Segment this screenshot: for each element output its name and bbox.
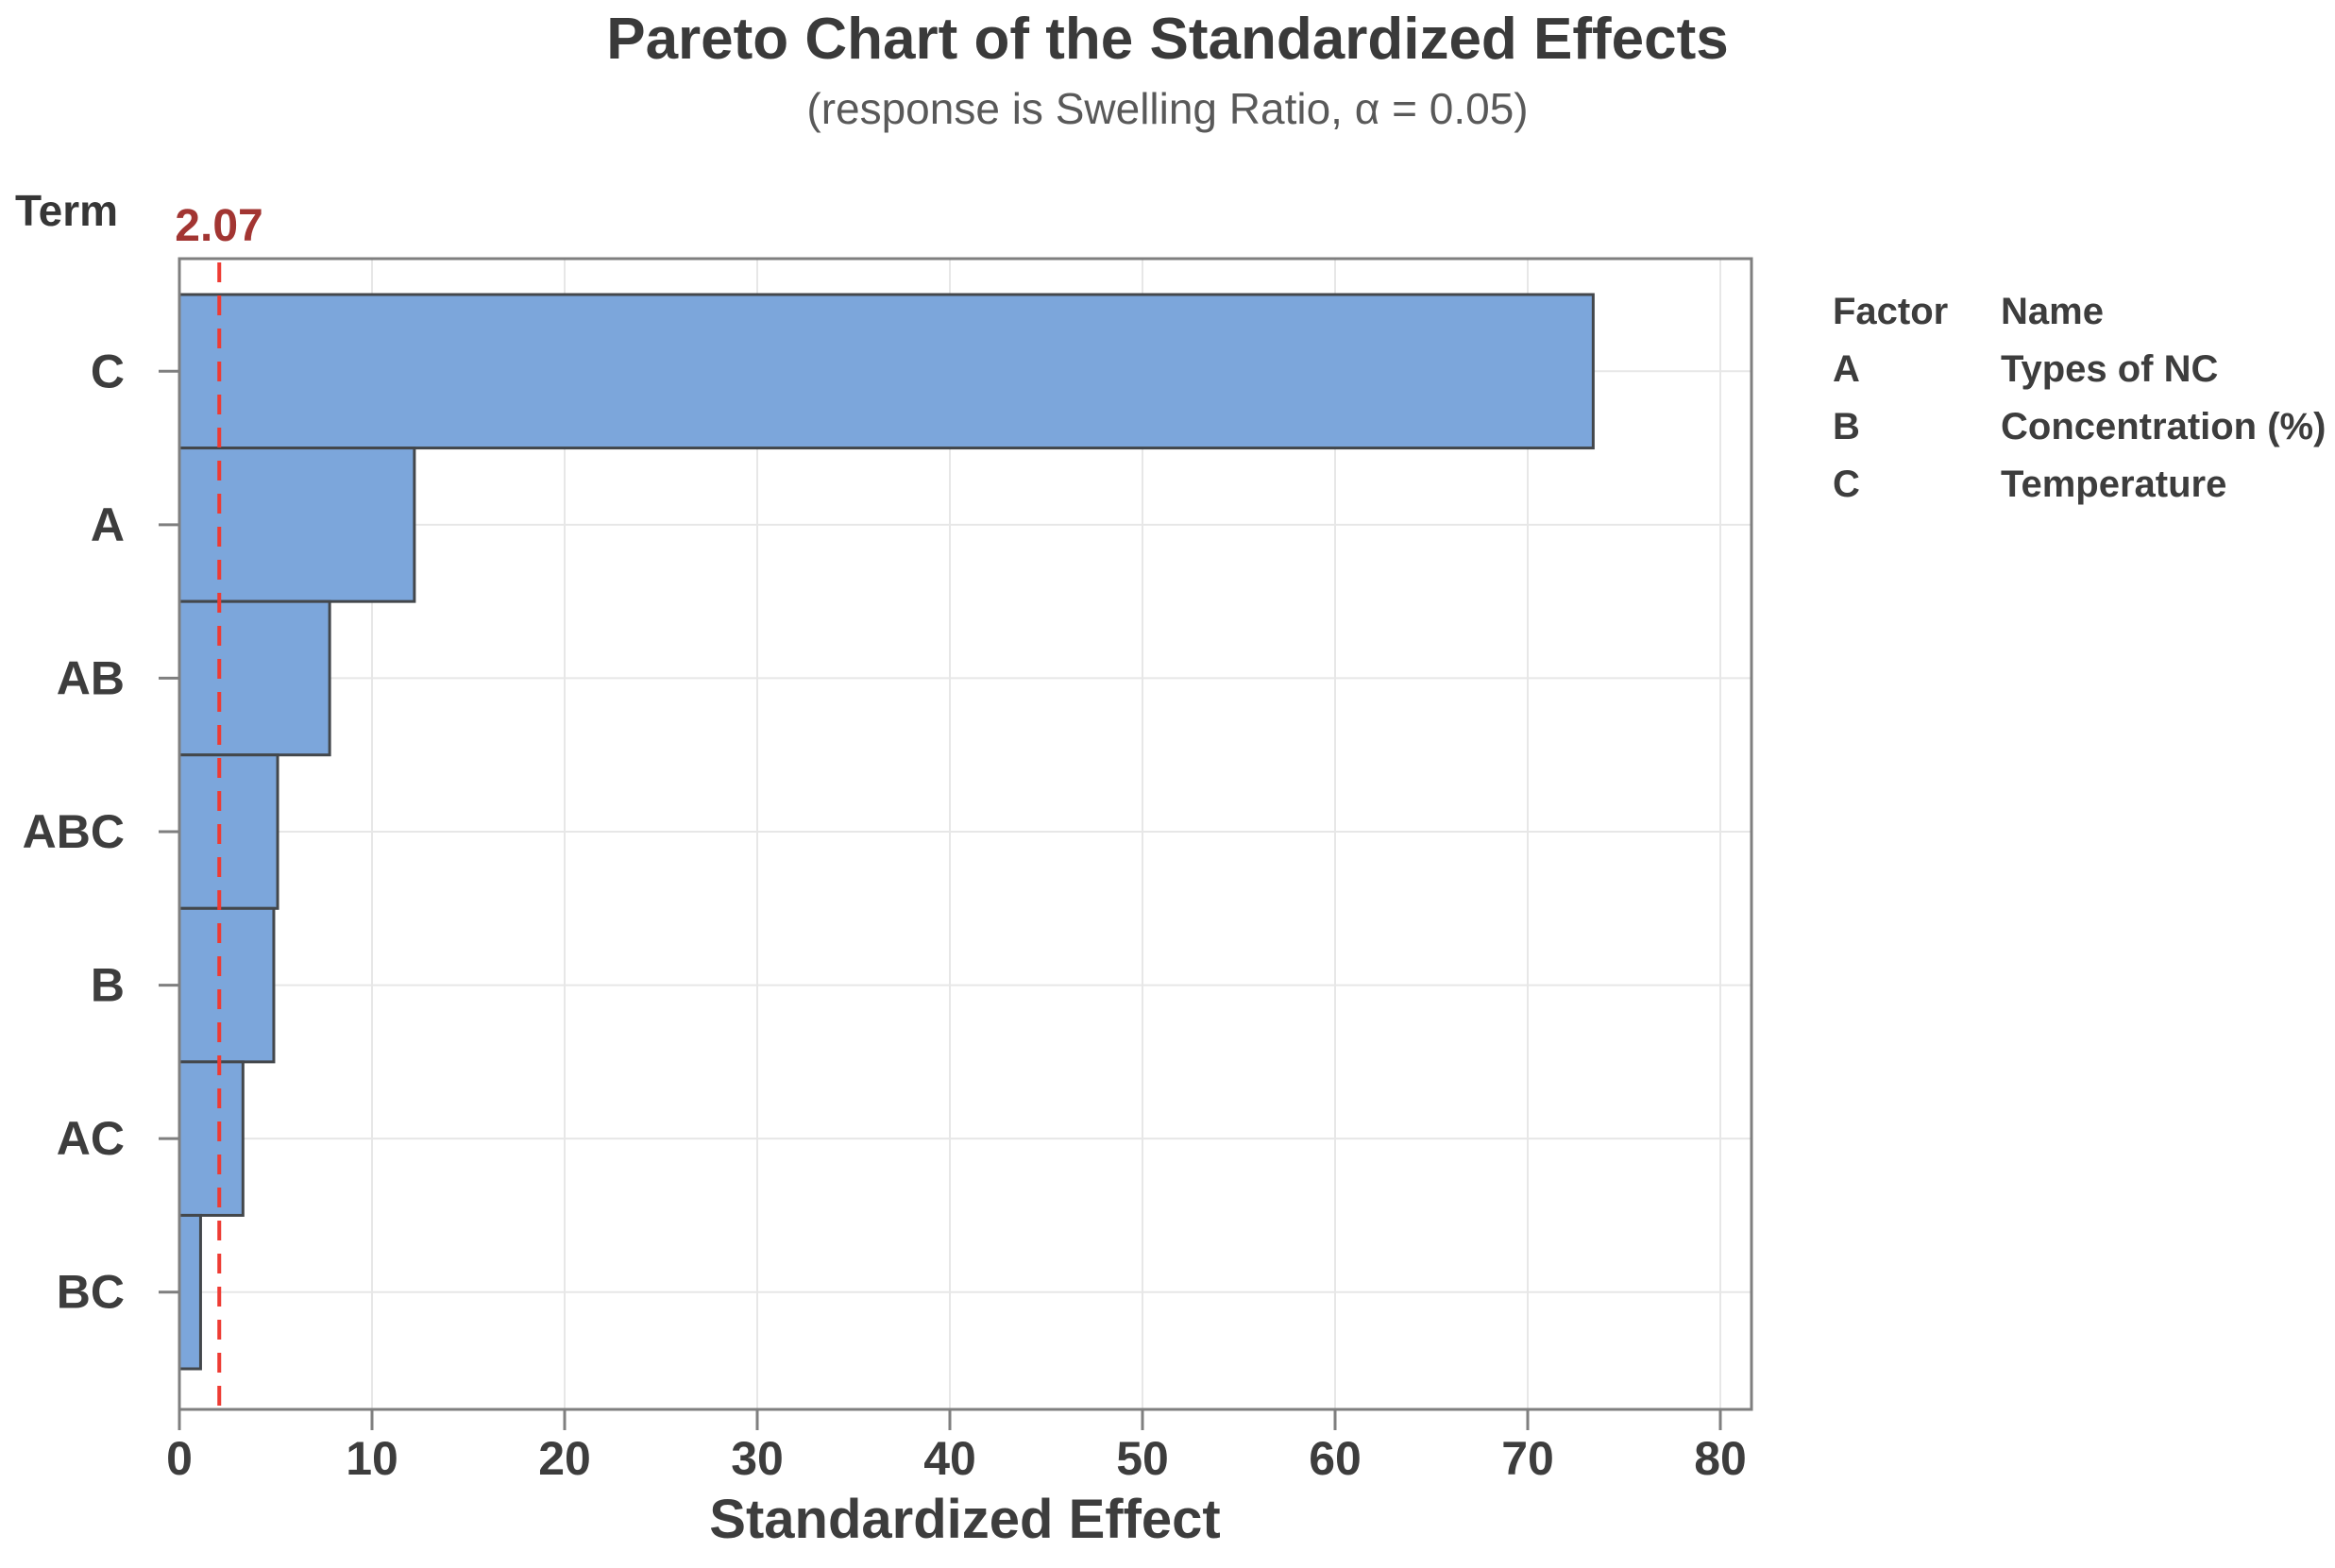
chart-subtitle: (response is Swelling Ratio, α = 0.05) bbox=[806, 84, 1529, 133]
x-tick-label: 80 bbox=[1694, 1432, 1747, 1485]
legend-factor-c: C bbox=[1833, 464, 1860, 505]
x-tick-label: 40 bbox=[923, 1432, 976, 1485]
x-axis-title: Standardized Effect bbox=[709, 1489, 1221, 1550]
category-label-c: C bbox=[91, 345, 125, 397]
pareto-bar-a bbox=[178, 447, 416, 603]
category-label-ac: AC bbox=[57, 1112, 125, 1165]
pareto-bar-ac bbox=[178, 1060, 245, 1217]
x-tick-label: 30 bbox=[731, 1432, 784, 1485]
x-tick-label: 10 bbox=[346, 1432, 398, 1485]
legend-name-b: Concentration (%) bbox=[2001, 406, 2327, 447]
legend-factor-a: A bbox=[1833, 348, 1860, 390]
x-tick-label: 0 bbox=[166, 1432, 193, 1485]
x-tick-label: 60 bbox=[1309, 1432, 1362, 1485]
legend-header-factor: Factor bbox=[1833, 291, 1949, 332]
pareto-bar-bc bbox=[178, 1213, 202, 1371]
x-tick-label: 20 bbox=[538, 1432, 591, 1485]
legend-factor-b: B bbox=[1833, 406, 1860, 447]
pareto-bar-c bbox=[178, 293, 1595, 450]
legend-name-c: Temperature bbox=[2001, 464, 2227, 505]
factor-legend: Factor Name A Types of NC B Concentratio… bbox=[1833, 283, 2326, 514]
category-label-ab: AB bbox=[57, 651, 125, 704]
category-label-abc: ABC bbox=[23, 805, 125, 858]
x-tick-label: 70 bbox=[1501, 1432, 1554, 1485]
reference-line-label: 2.07 bbox=[175, 201, 263, 251]
category-label-bc: BC bbox=[57, 1266, 125, 1319]
plot-border bbox=[178, 257, 1753, 1411]
pareto-bar-ab bbox=[178, 599, 331, 757]
legend-name-a: Types of NC bbox=[2001, 348, 2219, 390]
chart-title: Pareto Chart of the Standardized Effects bbox=[606, 7, 1729, 72]
category-label-b: B bbox=[91, 959, 125, 1012]
y-axis-title: Term bbox=[15, 186, 119, 235]
plot-background bbox=[179, 259, 1751, 1409]
pareto-bar-abc bbox=[178, 753, 279, 910]
x-tick-label: 50 bbox=[1116, 1432, 1169, 1485]
pareto-bar-b bbox=[178, 906, 276, 1064]
legend-header-name: Name bbox=[2001, 291, 2104, 332]
category-label-a: A bbox=[91, 498, 125, 551]
